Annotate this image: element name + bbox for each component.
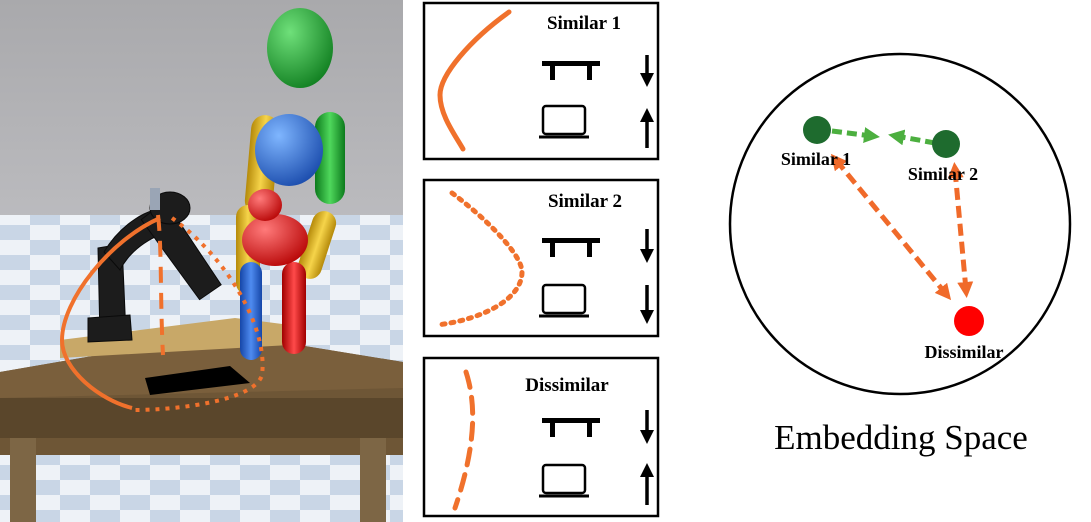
simulation-scene bbox=[0, 0, 403, 522]
attract-arrow bbox=[831, 127, 880, 143]
trajectory-dashed bbox=[156, 214, 165, 356]
curve-solid bbox=[437, 9, 512, 152]
trajectory-solid bbox=[59, 216, 161, 410]
trajectories bbox=[59, 214, 265, 412]
embedding-title: Embedding Space bbox=[774, 418, 1028, 457]
node-label: Similar 1 bbox=[781, 149, 851, 169]
trajectory-dotted bbox=[133, 216, 265, 412]
human-model bbox=[236, 8, 345, 360]
node-similar-1 bbox=[803, 116, 831, 144]
panel-label: Dissimilar bbox=[525, 375, 609, 396]
node-label: Similar 2 bbox=[908, 164, 978, 184]
panel-label: Similar 2 bbox=[548, 191, 622, 212]
table bbox=[0, 318, 403, 522]
panel-label: Similar 1 bbox=[547, 13, 621, 34]
embedding-space: Similar 1 Similar 2 Dissimilar bbox=[728, 52, 1072, 396]
panel-similar-1: Similar 1 bbox=[422, 1, 660, 161]
panel-dissimilar: Dissimilar bbox=[422, 356, 660, 518]
repel-arrow bbox=[830, 153, 952, 301]
node-label: Dissimilar bbox=[925, 342, 1004, 362]
repel-arrow bbox=[947, 162, 974, 298]
curve-dotted bbox=[434, 190, 525, 328]
embedding-boundary bbox=[728, 52, 1072, 396]
node-dissimilar bbox=[954, 306, 984, 336]
curve-dashed bbox=[452, 369, 476, 511]
panel-similar-2: Similar 2 bbox=[422, 178, 660, 338]
node-similar-2 bbox=[932, 130, 960, 158]
attract-arrow bbox=[888, 129, 936, 146]
